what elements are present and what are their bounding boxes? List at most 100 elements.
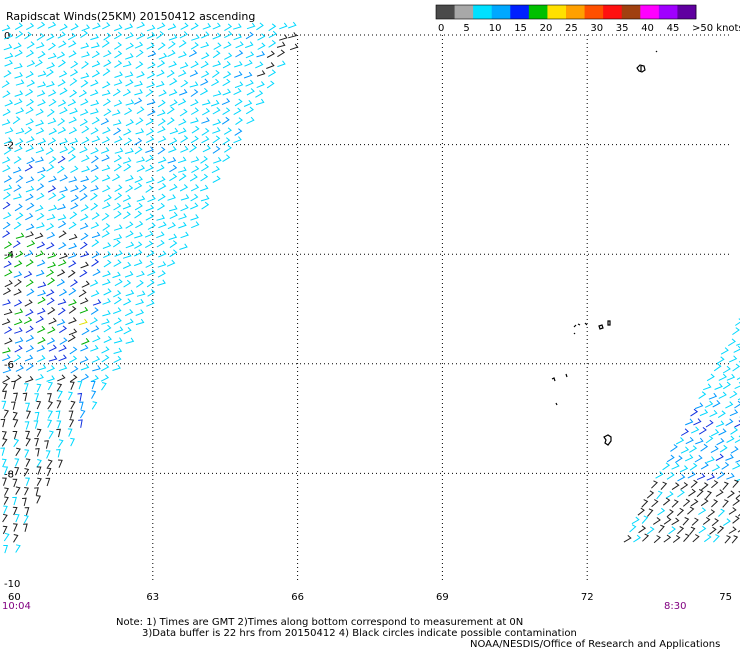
wind-barb xyxy=(58,220,67,229)
wind-barb xyxy=(3,308,13,316)
wind-barb xyxy=(166,70,175,78)
wind-barb xyxy=(36,269,45,277)
wind-barb xyxy=(58,242,67,250)
wind-barb xyxy=(647,508,654,517)
wind-barb xyxy=(23,383,29,392)
wind-barb xyxy=(256,22,264,31)
colorbar-swatch xyxy=(566,5,585,19)
wind-barb xyxy=(167,117,175,126)
wind-barb xyxy=(146,31,156,39)
wind-barb xyxy=(90,89,99,97)
wind-barb xyxy=(125,147,134,154)
wind-barb xyxy=(37,307,46,315)
wind-barb xyxy=(692,534,700,543)
wind-barb xyxy=(179,108,188,117)
wind-barb xyxy=(211,78,220,87)
wind-barb xyxy=(179,243,188,250)
wind-barb xyxy=(706,373,715,382)
wind-barb xyxy=(712,400,721,408)
wind-barb xyxy=(122,60,132,68)
wind-barb xyxy=(56,449,61,458)
wind-barb xyxy=(201,70,210,78)
wind-barb xyxy=(15,175,24,183)
wind-barb xyxy=(59,146,69,154)
wind-barb xyxy=(23,270,33,279)
wind-barb xyxy=(145,185,154,193)
wind-barb xyxy=(70,69,79,77)
wind-barb xyxy=(179,62,189,69)
wind-barb xyxy=(36,383,42,393)
wind-barb xyxy=(177,156,187,164)
wind-barb xyxy=(80,213,89,221)
wind-barb xyxy=(112,119,122,126)
wind-barb xyxy=(4,269,13,277)
wind-barb xyxy=(46,269,55,277)
colorbar-label: 40 xyxy=(641,23,654,34)
wind-barb xyxy=(48,204,58,212)
wind-barb xyxy=(25,279,34,287)
wind-barb xyxy=(3,260,12,268)
wind-barb xyxy=(90,344,99,352)
wind-barb xyxy=(4,251,13,260)
wind-barb xyxy=(724,535,732,544)
wind-barb xyxy=(157,146,166,155)
wind-barb xyxy=(37,289,47,297)
wind-barb xyxy=(81,61,89,69)
wind-barb xyxy=(167,49,176,58)
wind-barb xyxy=(34,59,43,67)
wind-swath-left xyxy=(0,21,299,554)
wind-barb xyxy=(711,464,721,472)
wind-barb xyxy=(158,52,168,60)
wind-barb xyxy=(79,118,88,127)
wind-barb xyxy=(201,117,210,124)
wind-barb xyxy=(671,482,680,491)
wind-barb xyxy=(245,51,255,59)
wind-barb xyxy=(200,87,209,96)
wind-barb xyxy=(668,526,676,535)
wind-barb xyxy=(190,156,200,163)
wind-barb xyxy=(113,163,122,172)
wind-barb xyxy=(234,71,243,78)
wind-barb xyxy=(90,375,99,383)
wind-barb xyxy=(26,79,36,87)
wind-barb xyxy=(243,71,253,79)
wind-barb xyxy=(256,51,266,58)
wind-barb xyxy=(22,497,27,507)
wind-barb xyxy=(156,80,165,88)
wind-barb xyxy=(81,125,90,134)
wind-barb xyxy=(147,61,156,69)
wind-barb xyxy=(26,60,36,68)
wind-barb xyxy=(641,499,649,508)
wind-barb xyxy=(178,166,187,173)
wind-barb xyxy=(24,354,34,362)
wind-barb xyxy=(48,430,54,440)
wind-barb xyxy=(79,306,89,314)
wind-barb xyxy=(81,327,90,336)
wind-barb xyxy=(675,455,683,464)
wind-barb xyxy=(4,52,14,60)
wind-barb xyxy=(80,261,89,269)
wind-barb xyxy=(180,204,189,212)
wind-barb xyxy=(102,223,111,231)
wind-barb xyxy=(90,79,99,87)
wind-barb xyxy=(114,296,122,305)
wind-barb xyxy=(79,146,88,154)
wind-barb xyxy=(68,299,77,306)
colorbar-legend: 0 5 10 15 20 25 30 35 40 45 >50 knots xyxy=(435,4,740,34)
lat-tick-label: -2 xyxy=(4,141,14,152)
wind-barb xyxy=(25,193,34,201)
wind-barb xyxy=(156,240,165,248)
wind-barb xyxy=(69,89,78,98)
wind-barb xyxy=(91,401,98,410)
wind-barb xyxy=(723,381,731,390)
wind-barb xyxy=(180,135,189,143)
wind-barb xyxy=(113,317,122,325)
wind-barb xyxy=(728,338,736,347)
wind-barb xyxy=(157,60,166,68)
wind-barb xyxy=(90,202,99,211)
wind-barb xyxy=(15,138,24,146)
wind-barb xyxy=(124,270,134,278)
wind-barb xyxy=(212,60,222,67)
wind-barb xyxy=(56,428,61,438)
wind-barb xyxy=(48,137,57,145)
